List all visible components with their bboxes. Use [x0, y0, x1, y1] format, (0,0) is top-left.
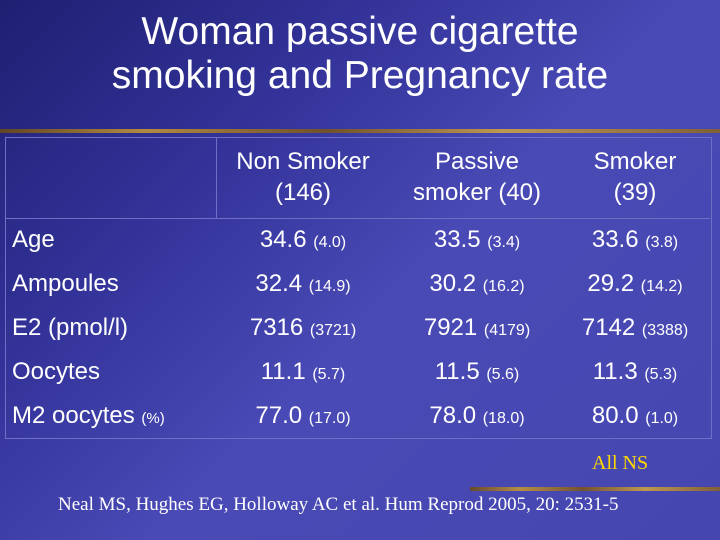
- table-cell: 29.2 (14.2): [587, 270, 683, 297]
- table-cell: 11.1 (5.7): [260, 358, 346, 385]
- table-cell: 7316 (3721): [249, 314, 357, 341]
- table-header-divider: [5, 218, 710, 219]
- table-cell: 11.3 (5.3): [592, 358, 678, 385]
- table-cell: 33.5 (3.4): [433, 226, 521, 253]
- decorative-rule-top: [0, 129, 720, 133]
- table-cell: 33.6 (3.8): [591, 226, 679, 253]
- table-cell: 32.4 (14.9): [255, 270, 351, 297]
- citation: Neal MS, Hughes EG, Holloway AC et al. H…: [58, 494, 619, 515]
- table-cell: 7142 (3388): [581, 314, 689, 341]
- table-cell: 7921 (4179): [423, 314, 531, 341]
- row-label-oocytes: Oocytes: [12, 358, 101, 385]
- table-cell: 80.0 (1.0): [591, 402, 679, 429]
- row-label-age: Age: [12, 226, 55, 253]
- row-label-m2-oocytes: M2 oocytes (%): [12, 402, 165, 429]
- column-header-non-smoker: Non Smoker (146): [236, 148, 370, 206]
- table-cell: 34.6 (4.0): [259, 226, 347, 253]
- data-table: [5, 137, 712, 439]
- column-header-passive-smoker: Passive smoker (40): [412, 148, 542, 206]
- table-label-column-divider: [216, 137, 217, 218]
- row-label-e2: E2 (pmol/l): [12, 314, 129, 341]
- table-cell: 30.2 (16.2): [429, 270, 525, 297]
- title-line-2: smoking and Pregnancy rate: [111, 54, 609, 97]
- table-cell: 77.0 (17.0): [255, 402, 351, 429]
- table-cell: 11.5 (5.6): [434, 358, 520, 385]
- table-cell: 78.0 (18.0): [429, 402, 525, 429]
- title-line-1: Woman passive cigarette: [141, 10, 579, 53]
- column-header-smoker: Smoker (39): [593, 148, 677, 206]
- slide-title: Woman passive cigarette smoking and Preg…: [0, 10, 720, 98]
- row-label-ampoules: Ampoules: [12, 270, 119, 297]
- significance-note: All NS: [592, 452, 649, 474]
- decorative-rule-bottom: [470, 487, 720, 491]
